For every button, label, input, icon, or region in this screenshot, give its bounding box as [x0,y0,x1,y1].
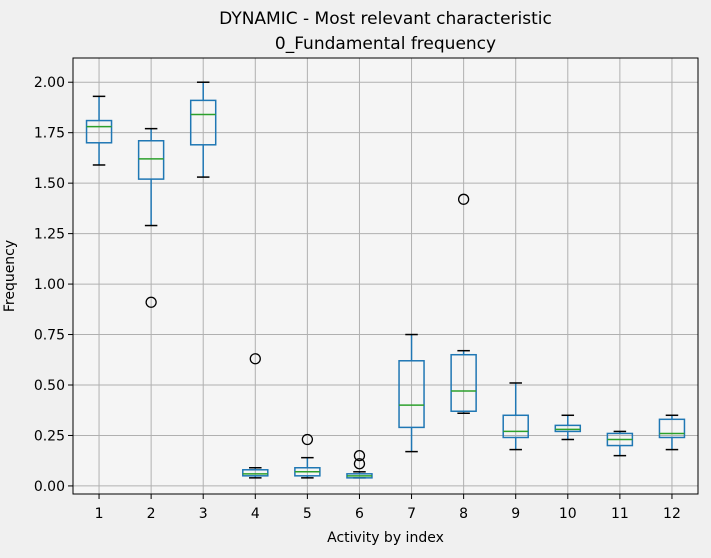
box-11 [606,430,634,457]
chart-subtitle: 0_Fundamental frequency [275,34,496,54]
outlier-point [353,458,366,470]
iqr-box [189,99,217,146]
boxes-layer [85,81,686,479]
y-tick-label: 1.50 [34,176,65,192]
y-tick-label: 1.75 [34,126,65,142]
x-tick-label: 8 [459,506,468,522]
iqr-box [554,424,582,433]
x-tick-label: 4 [251,506,260,522]
box-3 [189,81,217,178]
iqr-box [658,418,686,439]
y-tick-label: 0.00 [34,479,65,495]
x-tick-label: 5 [303,506,312,522]
iqr-box [398,360,425,429]
box-6 [346,449,373,479]
x-tick-label: 1 [95,506,104,522]
iqr-box [242,469,269,477]
axes-frame [72,57,699,495]
x-tick-label: 2 [147,506,156,522]
box-4 [242,353,269,479]
y-tick-label: 1.25 [34,227,65,243]
x-tick-label: 3 [199,506,208,522]
box-9 [502,382,529,451]
x-axis-label: Activity by index [327,530,444,546]
y-axis-ticks: 0.00 0.25 0.50 0.75 1.00 1.25 1.50 1.75 2.00 [34,75,73,495]
plot-area [73,58,698,494]
chart-title: DYNAMIC - Most relevant characteristic [219,9,552,29]
box-10 [554,414,582,441]
x-tick-label: 9 [511,506,520,522]
iqr-box [502,414,529,439]
box-1 [85,95,113,166]
x-axis-ticks: 1 2 3 4 5 6 7 8 9 10 11 12 [95,494,681,522]
x-tick-label: 12 [663,506,681,522]
y-tick-label: 0.50 [34,378,65,394]
x-tick-label: 10 [559,506,577,522]
outlier-point [457,193,470,205]
iqr-box [450,353,477,412]
box-5 [294,433,321,479]
y-axis-label: Frequency [2,240,18,312]
outlier-point [353,449,366,462]
y-tick-label: 0.75 [34,328,65,344]
box-12 [658,414,686,451]
y-tick-label: 2.00 [34,75,65,91]
outlier-point [249,353,261,365]
x-tick-label: 11 [611,506,629,522]
box-7 [398,333,425,453]
y-tick-label: 1.00 [34,277,65,293]
outlier-point [301,433,314,446]
outlier-point [145,296,157,308]
box-2 [137,127,165,308]
iqr-box [85,119,113,144]
x-tick-label: 6 [355,506,364,522]
box-8 [450,193,477,415]
x-tick-label: 7 [407,506,416,522]
y-tick-label: 0.25 [34,428,65,444]
iqr-box [137,140,165,180]
